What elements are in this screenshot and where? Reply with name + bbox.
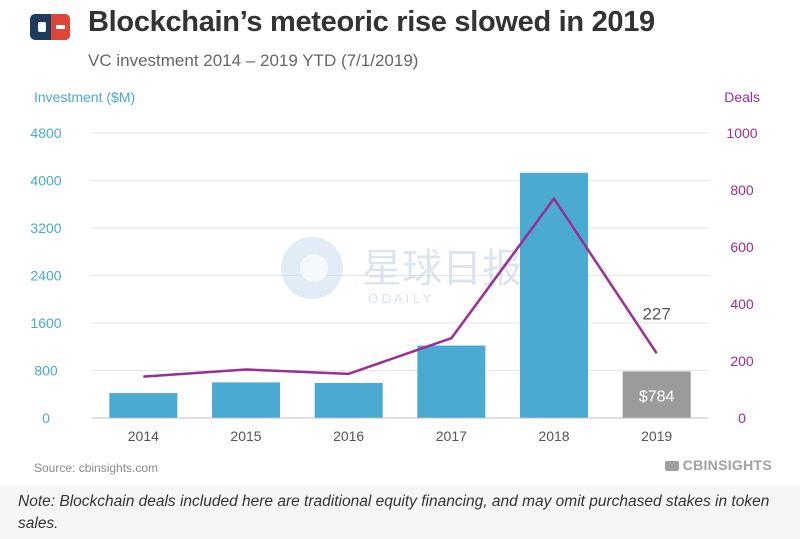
x-tick-label: 2018 — [538, 428, 569, 444]
right-tick-label: 800 — [730, 182, 754, 198]
right-tick-label: 200 — [730, 353, 754, 369]
x-tick-label: 2015 — [230, 428, 261, 444]
left-tick-label: 1600 — [30, 315, 61, 331]
footnote: Note: Blockchain deals included here are… — [18, 493, 770, 532]
bar-2019 — [622, 371, 691, 418]
left-tick-label: 0 — [42, 410, 50, 426]
right-tick-label: 0 — [738, 410, 746, 426]
cb-insights-wordmark: CBINSIGHTS — [664, 457, 772, 473]
source-text: Source: cbinsights.com — [34, 461, 159, 475]
deal-data-label-2019: 227 — [642, 304, 670, 323]
brand-text: CBINSIGHTS — [682, 457, 772, 473]
right-axis-title: Deals — [724, 89, 760, 105]
left-tick-label: 2400 — [30, 268, 61, 284]
left-axis-title: Investment ($M) — [34, 89, 135, 105]
x-tick-label: 2014 — [128, 428, 159, 444]
bar-2015 — [212, 382, 280, 418]
left-tick-label: 3200 — [30, 220, 61, 236]
brand-mark-icon — [664, 461, 679, 471]
watermark-text-cn: 星球日报 — [362, 246, 522, 292]
right-tick-label: 1000 — [726, 125, 757, 141]
note-band — [0, 485, 800, 539]
bar-2016 — [314, 382, 383, 418]
chart-title: Blockchain’s meteoric rise slowed in 201… — [88, 6, 655, 38]
left-tick-label: 800 — [34, 363, 58, 379]
combo-chart: 4800 4000 3200 2400 1600 800 0 1000 800 600 400 200… — [30, 89, 760, 444]
watermark-text-en: O D A I L Y — [368, 291, 432, 306]
bar-2018 — [520, 172, 588, 418]
deals-line — [143, 197, 658, 378]
bar-2017 — [417, 345, 486, 418]
x-tick-label: 2017 — [436, 428, 467, 444]
right-tick-label: 600 — [730, 239, 754, 255]
chart-subtitle: VC investment 2014 – 2019 YTD (7/1/2019) — [88, 51, 419, 70]
right-tick-label: 400 — [730, 296, 754, 312]
cb-insights-logo-icon — [30, 14, 70, 40]
left-tick-label: 4800 — [30, 125, 61, 141]
watermark-logo-inner-icon — [300, 254, 328, 282]
left-tick-label: 4000 — [30, 173, 61, 189]
bar-data-label-2019: $784 — [639, 388, 675, 405]
x-tick-label: 2019 — [641, 428, 672, 444]
bar-2014 — [109, 393, 178, 418]
chart-card: Blockchain’s meteoric rise slowed in 201… — [30, 6, 772, 475]
x-tick-label: 2016 — [333, 428, 364, 444]
